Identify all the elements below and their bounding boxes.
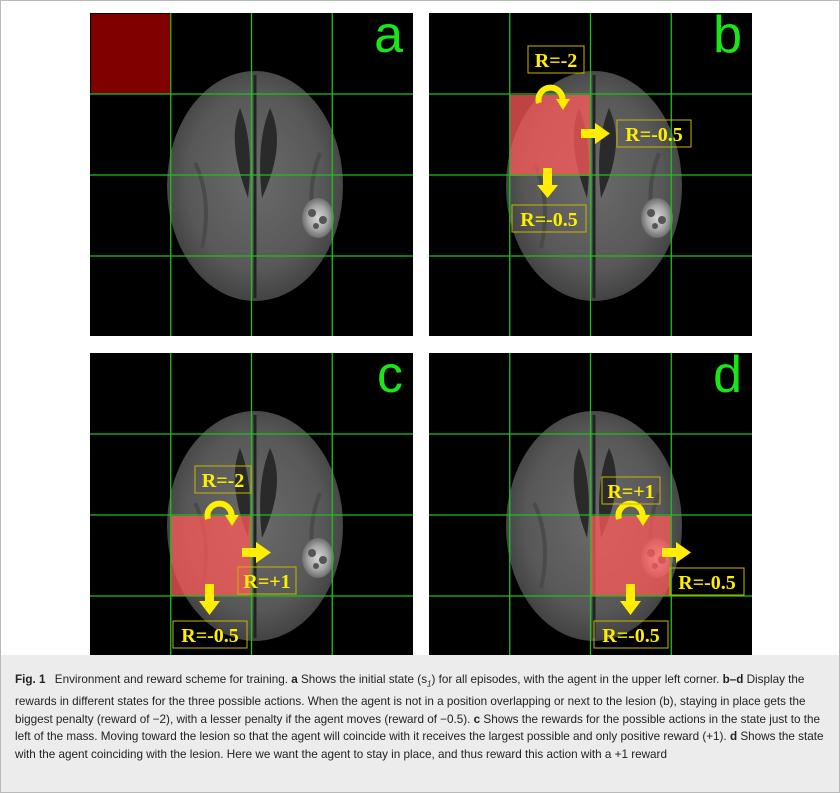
agent-square (510, 95, 590, 176)
label-box (527, 45, 585, 74)
reward-label-down: R=-0.5 (520, 209, 578, 231)
caption-panel-ref: d (729, 730, 738, 744)
caption-text: Shows the state with the agent coincidin… (15, 730, 824, 761)
stay-arrow-icon (535, 84, 566, 104)
down-arrow-icon (626, 584, 635, 601)
stay-arrow-head (225, 515, 239, 526)
panel-d-image: R=+1 R=-0.5 R=-0.5 (429, 353, 752, 676)
panel-c-image: R=-2 R=+1 R=-0.5 (90, 353, 413, 676)
reward-label-down: R=-0.5 (602, 625, 660, 647)
right-arrow-icon (242, 548, 256, 557)
label-box (669, 567, 745, 596)
reward-label-right: R=-0.5 (678, 572, 736, 594)
reward-label-stay: R=-2 (202, 470, 245, 492)
down-arrow-head (537, 185, 558, 198)
caption-text: Shows the initial state (s (301, 673, 428, 686)
caption-text: Shows the rewards for the possible actio… (15, 712, 820, 744)
stay-arrow-head (556, 99, 570, 110)
reward-label-stay: R=-2 (535, 50, 578, 72)
panel-letter: b (713, 13, 742, 64)
reward-label-stay: R=+1 (607, 481, 654, 503)
panel-letter: a (374, 13, 403, 64)
panel-a-image (90, 13, 413, 336)
panel-a: a (90, 13, 413, 336)
agent-square (591, 516, 671, 596)
right-arrow-icon (581, 129, 595, 138)
label-box (237, 566, 297, 595)
caption-text: ) for all episodes, with the agent in th… (431, 673, 720, 686)
label-box (194, 465, 252, 494)
label-box (601, 476, 661, 505)
down-arrow-head (620, 601, 641, 615)
reward-label-down: R=-0.5 (181, 625, 239, 647)
label-box (172, 620, 248, 649)
panel-c: R=-2 R=+1 R=-0.5 c (90, 353, 413, 676)
figure-label: Fig. 1 (15, 673, 46, 686)
right-arrow-head (256, 542, 271, 563)
grid-lines (429, 13, 752, 336)
caption-panel-ref: a (291, 673, 298, 686)
down-arrow-head (199, 601, 220, 615)
caption-text: Environment and reward scheme for traini… (54, 673, 288, 686)
figure-caption: Fig. 1 Environment and reward scheme for… (1, 655, 839, 792)
down-arrow-icon (205, 584, 214, 601)
panel-b: R=-2 R=-0.5 R=-0.5 b (429, 13, 752, 336)
right-arrow-icon (662, 548, 676, 557)
right-arrow-head (595, 123, 610, 144)
brain-mri (165, 69, 345, 303)
grid-lines (90, 353, 413, 676)
reward-label-right: R=-0.5 (625, 124, 683, 146)
panel-d: R=+1 R=-0.5 R=-0.5 d (429, 353, 752, 676)
label-box (593, 620, 669, 649)
label-box (511, 204, 587, 233)
down-arrow-icon (543, 168, 552, 185)
caption-subscript: 1 (427, 679, 432, 689)
caption-panel-ref: c (473, 712, 481, 726)
caption-panel-ref: b–d (722, 673, 744, 686)
caption-text: Display the rewards in different states … (15, 673, 806, 726)
right-arrow-head (676, 542, 691, 563)
grid-lines (429, 353, 752, 676)
panel-letter: d (713, 353, 742, 404)
stay-arrow-head (636, 515, 650, 526)
panel-b-image: R=-2 R=-0.5 R=-0.5 (429, 13, 752, 336)
label-box (616, 119, 692, 148)
panel-letter: c (377, 353, 403, 404)
reward-label-right: R=+1 (243, 571, 290, 593)
agent-square (91, 14, 170, 94)
stay-arrow-icon (204, 500, 235, 520)
